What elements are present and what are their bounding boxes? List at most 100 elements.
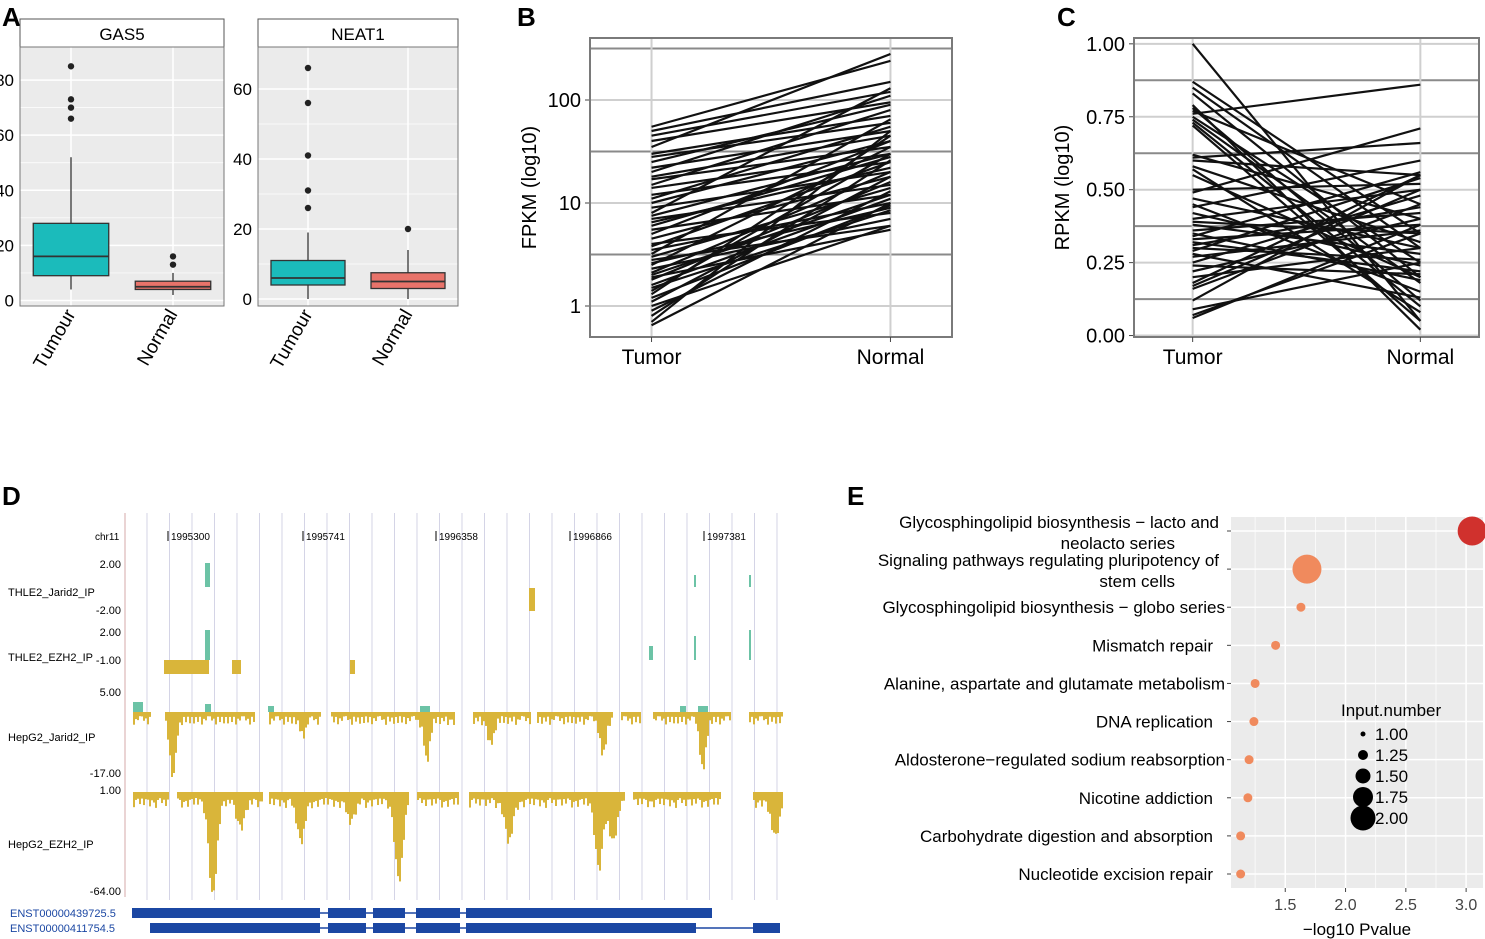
signal-bar bbox=[289, 792, 291, 799]
signal-bar bbox=[179, 712, 181, 723]
sample-line bbox=[1192, 174, 1421, 302]
panel-label-d: D bbox=[2, 481, 21, 511]
signal-bar bbox=[427, 792, 429, 800]
signal-bar bbox=[313, 712, 315, 721]
signal-bar bbox=[521, 792, 523, 802]
transcript-name: ENST00000411754.5 bbox=[10, 923, 115, 935]
signal-bar bbox=[577, 792, 579, 807]
signal-bar bbox=[757, 792, 759, 803]
signal-bar bbox=[763, 792, 765, 801]
signal-bar bbox=[453, 792, 455, 805]
signal-bar bbox=[251, 792, 253, 805]
signal-bar bbox=[245, 712, 247, 721]
signal-bar bbox=[579, 792, 581, 800]
signal-bar bbox=[191, 712, 193, 717]
x-tick-label: 2.0 bbox=[1334, 897, 1356, 914]
signal-bar bbox=[351, 792, 353, 819]
signal-bar bbox=[253, 792, 255, 799]
signal-bar bbox=[495, 792, 497, 808]
y-category-label: Nucleotide excision repair bbox=[1018, 865, 1213, 884]
signal-bar bbox=[683, 792, 685, 800]
signal-bar bbox=[299, 792, 301, 839]
signal-bar bbox=[523, 712, 525, 717]
signal-bar bbox=[707, 792, 709, 807]
signal-bar bbox=[295, 712, 297, 725]
signal-bar bbox=[513, 712, 515, 717]
signal-bar bbox=[407, 792, 409, 806]
signal-bar bbox=[281, 792, 283, 801]
signal-bar bbox=[625, 712, 627, 717]
signal-bar bbox=[389, 792, 391, 807]
y-category-label: Signaling pathways regulating pluripoten… bbox=[878, 551, 1219, 570]
signal-bar bbox=[663, 712, 665, 719]
signal-bar bbox=[255, 792, 257, 800]
sample-line bbox=[651, 211, 891, 246]
signal-bar bbox=[519, 792, 521, 803]
box-tumour bbox=[270, 259, 346, 286]
signal-bar bbox=[393, 792, 395, 842]
signal-bar bbox=[773, 792, 775, 833]
signal-bar bbox=[553, 792, 555, 800]
signal-bar bbox=[183, 712, 185, 717]
signal-bar bbox=[607, 792, 609, 821]
signal-bar bbox=[451, 792, 453, 799]
signal-bar bbox=[713, 712, 715, 717]
signal-bar bbox=[427, 712, 429, 762]
y-category-label: Aldosterone−regulated sodium reabsorptio… bbox=[895, 751, 1225, 770]
signal-bar bbox=[201, 712, 203, 725]
signal-bar bbox=[397, 712, 399, 723]
signal-bar bbox=[523, 792, 525, 808]
signal-bar bbox=[271, 712, 273, 719]
signal-bar bbox=[673, 712, 675, 724]
signal-bar bbox=[433, 712, 435, 719]
signal-bar bbox=[699, 792, 701, 800]
signal-bar bbox=[533, 792, 535, 806]
signal-bar bbox=[419, 792, 421, 799]
signal-bar bbox=[717, 712, 719, 717]
signal-bar bbox=[649, 646, 653, 660]
signal-bar bbox=[223, 792, 225, 802]
signal-bar bbox=[569, 792, 571, 800]
sample-line bbox=[1192, 217, 1421, 273]
signal-bar bbox=[531, 792, 533, 799]
signal-bar bbox=[667, 792, 669, 800]
signal-bar bbox=[639, 712, 641, 724]
y-category-label: Carbohydrate digestion and absorption bbox=[920, 827, 1213, 846]
signal-bar bbox=[357, 792, 359, 804]
signal-bar bbox=[217, 712, 219, 717]
signal-bar bbox=[677, 792, 679, 800]
signal-bar bbox=[469, 792, 471, 808]
sample-line bbox=[651, 108, 891, 186]
y-tick-label: 20 bbox=[0, 236, 14, 255]
sample-line bbox=[651, 202, 891, 327]
signal-bar bbox=[229, 792, 231, 804]
signal-bar bbox=[385, 712, 387, 725]
signal-bar bbox=[159, 792, 161, 799]
signal-bar bbox=[387, 712, 389, 717]
signal-bar bbox=[167, 792, 169, 800]
transcript-exon bbox=[416, 908, 460, 918]
plot-border bbox=[589, 37, 953, 338]
signal-bar bbox=[309, 712, 311, 718]
signal-bar bbox=[155, 792, 157, 808]
signal-bar bbox=[721, 712, 723, 719]
signal-bar bbox=[161, 792, 163, 804]
signal-bar bbox=[603, 792, 605, 830]
signal-bar bbox=[755, 792, 757, 808]
outlier-point bbox=[304, 99, 312, 107]
signal-bar bbox=[339, 712, 341, 719]
signal-bar bbox=[243, 792, 245, 819]
enrichment-dot bbox=[1249, 717, 1259, 727]
signal-bar bbox=[321, 792, 323, 799]
signal-bar bbox=[535, 792, 537, 800]
outlier-point bbox=[67, 63, 75, 70]
signal-bar bbox=[657, 712, 659, 717]
signal-bar bbox=[203, 792, 205, 814]
signal-bar bbox=[527, 712, 529, 719]
signal-bar bbox=[417, 712, 419, 720]
signal-bar bbox=[487, 792, 489, 800]
signal-bar bbox=[671, 792, 673, 801]
signal-bar bbox=[219, 712, 221, 723]
signal-bar bbox=[429, 712, 431, 742]
signal-bar bbox=[489, 792, 491, 804]
